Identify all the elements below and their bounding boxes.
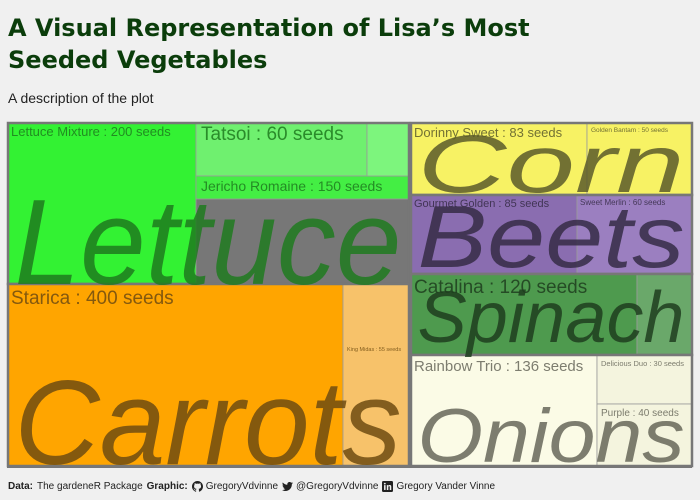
tile-label-dorinny-sweet: Dorinny Sweet : 83 seeds (414, 125, 563, 140)
tile-lettuce-3 (366, 122, 410, 177)
tile-label-sweet-merlin: Sweet Merlin : 60 seeds (580, 198, 665, 207)
caption-graphic-label: Graphic: (146, 481, 188, 492)
tile-label-starica: Starica : 400 seeds (11, 288, 174, 309)
tile-catalina (410, 273, 638, 356)
tile-label-lettuce-mixture: Lettuce Mixture : 200 seeds (11, 124, 171, 139)
tile-label-tatsoi: Tatsoi : 60 seeds (201, 124, 344, 145)
group-label-corn: Corn (418, 119, 685, 210)
tile-label-delicious-duo: Delicious Duo : 30 seeds (601, 359, 684, 368)
tile-rainbow-trio (410, 354, 598, 467)
tile-purple (596, 403, 693, 467)
tile-tatsoi (195, 122, 368, 177)
chart-subtitle: A description of the plot (8, 90, 154, 106)
tile-lettuce-mixture (7, 122, 197, 285)
caption-linkedin: Gregory Vander Vinne (396, 481, 496, 492)
tile-label-purple: Purple : 40 seeds (601, 408, 679, 419)
github-icon (191, 481, 203, 492)
tile-label-catalina: Catalina : 120 seeds (414, 277, 587, 298)
tile-spinach-1 (636, 273, 693, 356)
caption-twitter: @GregoryVdvinne (296, 481, 379, 492)
caption-github: GregoryVdvinne (205, 481, 279, 492)
tile-king-midas (342, 283, 410, 467)
group-label-lettuce: Lettuce (15, 174, 402, 310)
tile-starica (7, 283, 344, 467)
group-label-beets: Beets (418, 187, 685, 286)
group-border-carrots (6, 282, 411, 468)
tile-sweet-merlin (576, 194, 693, 275)
group-border-onions (409, 353, 694, 468)
tile-label-gourmet-golden: Gourmet Golden : 85 seeds (414, 198, 550, 210)
tile-delicious-duo (596, 354, 693, 405)
caption-data-label: Data: (8, 481, 34, 492)
tile-label-king-midas: King Midas : 55 seeds (347, 347, 401, 353)
linkedin-icon (382, 481, 394, 492)
caption: Data: The gardeneR Package Graphic: Greg… (8, 481, 495, 492)
group-label-spinach: Spinach (418, 278, 685, 358)
tile-label-jericho-romaine: Jericho Romaine : 150 seeds (201, 178, 382, 194)
chart-title: A Visual Representation of Lisa’s Most S… (8, 14, 530, 74)
group-label-carrots: Carrots (15, 356, 402, 490)
tile-dorinny-sweet (410, 122, 588, 196)
tile-label-rainbow-trio: Rainbow Trio : 136 seeds (414, 358, 583, 375)
twitter-icon (282, 482, 294, 491)
caption-data-value: The gardeneR Package (37, 481, 143, 492)
tile-gourmet-golden (410, 194, 578, 275)
group-label-onions: Onions (418, 394, 685, 479)
tile-label-golden-bantam: Golden Bantam : 50 seeds (591, 127, 669, 134)
